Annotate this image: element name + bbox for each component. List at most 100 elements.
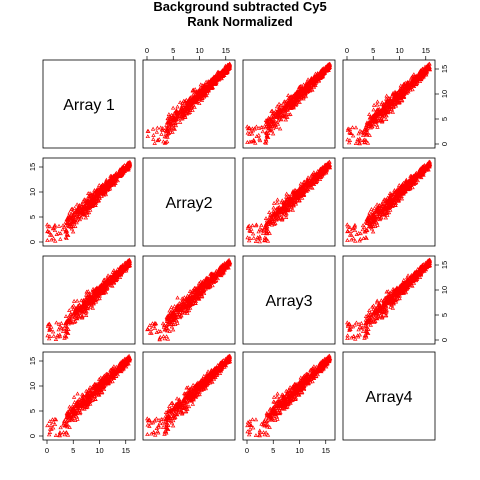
scatter-panel (45, 159, 133, 243)
data-point (315, 70, 320, 75)
data-point (305, 77, 311, 82)
data-point (310, 79, 315, 84)
data-point (190, 97, 196, 101)
data-point (222, 68, 227, 73)
data-point (175, 112, 181, 116)
data-point (371, 107, 376, 112)
data-point (77, 217, 83, 222)
data-point (175, 116, 181, 121)
data-point (301, 90, 306, 95)
data-point (171, 121, 176, 126)
data-point (150, 126, 156, 131)
panel-frame (342, 351, 436, 441)
data-point (348, 130, 354, 135)
data-point (173, 109, 179, 114)
data-point (224, 70, 229, 75)
data-point (367, 121, 372, 126)
data-point (279, 117, 284, 122)
data-point (249, 128, 254, 133)
data-point (399, 98, 405, 103)
data-point (172, 303, 177, 308)
data-point (73, 224, 78, 228)
y-tick-label: 5 (440, 117, 449, 121)
data-point (259, 223, 264, 227)
data-point (151, 132, 156, 137)
data-point (187, 110, 193, 114)
data-point (173, 123, 179, 128)
y-tick-label: 0 (440, 142, 449, 146)
data-point (206, 83, 212, 88)
data-point (196, 88, 201, 93)
data-point (47, 334, 53, 338)
data-point (247, 236, 253, 240)
data-point (266, 121, 271, 126)
data-point (175, 295, 180, 300)
data-point (169, 125, 174, 129)
data-point (249, 131, 255, 136)
data-point (362, 140, 367, 145)
data-point (383, 117, 389, 122)
data-point (263, 118, 269, 122)
x-tick-label: 15 (122, 446, 130, 455)
x-tick-label: 0 (145, 46, 149, 55)
data-point (294, 101, 299, 106)
data-point (379, 111, 385, 116)
data-point (403, 80, 409, 85)
y-tick-label: 5 (440, 313, 449, 317)
data-point (297, 84, 302, 89)
data-point (286, 96, 291, 101)
data-point (256, 132, 261, 137)
y-tick-label: 15 (28, 357, 37, 365)
data-point (374, 202, 380, 207)
data-point (189, 99, 194, 103)
data-point (365, 121, 370, 125)
data-point (313, 79, 318, 84)
data-point (277, 126, 283, 131)
data-point (401, 87, 406, 92)
data-point (365, 132, 370, 137)
panel-frame (42, 351, 136, 441)
data-point (350, 133, 356, 138)
data-point (74, 202, 80, 207)
data-point (295, 99, 300, 104)
data-point (71, 303, 76, 308)
data-point (401, 82, 406, 87)
data-point (169, 112, 174, 117)
data-point (146, 128, 151, 133)
data-point (419, 77, 424, 82)
data-point (181, 109, 186, 114)
scatter-panel (245, 61, 333, 145)
data-point (63, 314, 69, 318)
data-point (369, 206, 374, 211)
chart-title: Background subtracted Cy5 (153, 0, 326, 14)
data-point (254, 124, 259, 129)
data-point (365, 140, 371, 145)
panel-frame (242, 157, 336, 247)
data-point (378, 118, 383, 123)
data-point (380, 105, 386, 110)
data-point (357, 140, 362, 145)
data-point (167, 127, 172, 132)
data-point (363, 138, 369, 143)
data-point (278, 103, 284, 107)
x-tick-label: 15 (222, 46, 230, 55)
data-point (166, 119, 171, 123)
diagonal-label: Array2 (165, 195, 212, 212)
data-point (375, 99, 380, 104)
y-tick-label: 15 (440, 261, 449, 269)
data-point (190, 108, 195, 112)
data-point (279, 198, 285, 203)
data-point (200, 96, 205, 100)
data-point (245, 140, 250, 144)
data-point (167, 329, 172, 333)
data-point (322, 71, 327, 75)
data-point (291, 105, 296, 110)
data-point (319, 67, 325, 72)
y-tick-label: 5 (28, 215, 37, 219)
data-point (199, 88, 204, 93)
data-point (179, 105, 185, 110)
data-point (220, 74, 226, 78)
data-point (309, 83, 314, 88)
data-point (191, 92, 196, 97)
x-tick-label: 10 (395, 46, 403, 55)
